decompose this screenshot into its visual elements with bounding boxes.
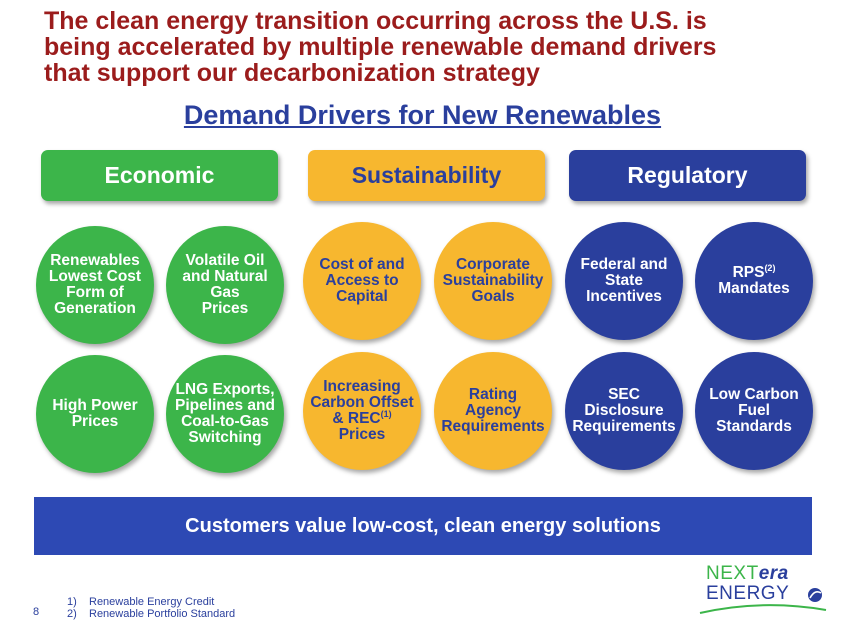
category-sustainability: Sustainability [308,150,545,201]
driver-carbon-offset-rec-prices: Increasing Carbon Offset & REC(1) Prices [303,352,421,470]
nextera-energy-logo: NEXTera ENERGY [692,563,832,618]
footnote-1: 1) Renewable Energy Credit [67,596,215,608]
footnote-mark-1: (1) [380,408,392,419]
footnote-mark-2: (2) [764,262,776,273]
page-number: 8 [33,606,40,618]
driver-sec-disclosure-requirements: SEC Disclosure Requirements [565,352,683,470]
driver-lng-exports: LNG Exports, Pipelines and Coal-to-Gas S… [166,355,284,473]
driver-renewables-lowest-cost: Renewables Lowest Cost Form of Generatio… [36,226,154,344]
driver-federal-state-incentives: Federal and State Incentives [565,222,683,340]
driver-high-power-prices: High Power Prices [36,355,154,473]
category-regulatory: Regulatory [569,150,806,201]
driver-cost-access-capital: Cost of and Access to Capital [303,222,421,340]
category-economic: Economic [41,150,278,201]
footnote-2: 2) Renewable Portfolio Standard [67,608,236,620]
slide-title: The clean energy transition occurring ac… [44,8,834,86]
footnotes: 1) Renewable Energy Credit 2) Renewable Po… [67,596,235,620]
diagram-heading: Demand Drivers for New Renewables [183,100,662,130]
summary-banner: Customers value low-cost, clean energy s… [34,497,812,555]
driver-rps-mandates: RPS(2) Mandates [695,222,813,340]
driver-rating-agency-requirements: Rating Agency Requirements [434,352,552,470]
title-line-1: The clean energy transition occurring ac… [44,7,707,35]
logo-swoosh-icon [699,588,827,614]
driver-corporate-sustainability-goals: Corporate Sustainability Goals [434,222,552,340]
driver-volatile-oil-gas-prices: Volatile Oil and Natural Gas Prices [166,226,284,344]
title-line-3: that support our decarbonization strateg… [44,59,540,87]
driver-low-carbon-fuel-standards: Low Carbon Fuel Standards [695,352,813,470]
title-line-2: being accelerated by multiple renewable … [44,33,717,61]
